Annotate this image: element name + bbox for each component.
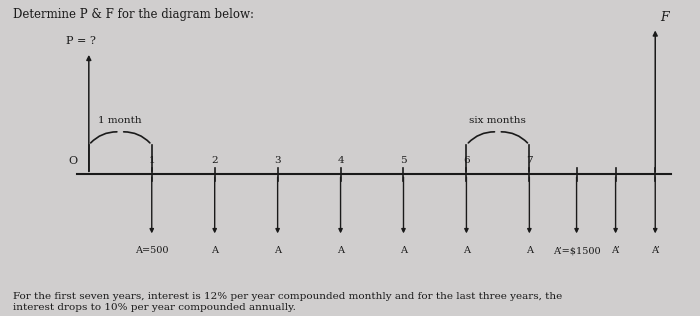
Text: A: A (463, 246, 470, 255)
Text: 3: 3 (274, 156, 281, 165)
Text: A’: A’ (611, 246, 620, 255)
Text: A’=$1500: A’=$1500 (553, 246, 601, 255)
Text: A: A (274, 246, 281, 255)
Text: 7: 7 (526, 156, 533, 165)
Text: 4: 4 (337, 156, 344, 165)
Text: 5: 5 (400, 156, 407, 165)
Text: Determine P & F for the diagram below:: Determine P & F for the diagram below: (13, 8, 254, 21)
Text: A: A (526, 246, 533, 255)
Text: A’: A’ (651, 246, 659, 255)
Text: 1: 1 (148, 156, 155, 165)
Text: 1 month: 1 month (99, 116, 142, 125)
Text: A: A (400, 246, 407, 255)
Text: six months: six months (470, 116, 526, 125)
Text: For the first seven years, interest is 12% per year compounded monthly and for t: For the first seven years, interest is 1… (13, 292, 563, 313)
Text: A: A (337, 246, 344, 255)
Text: P = ?: P = ? (66, 35, 96, 46)
Text: A=500: A=500 (135, 246, 169, 255)
Text: 2: 2 (211, 156, 218, 165)
Text: F: F (660, 11, 669, 24)
Text: 6: 6 (463, 156, 470, 165)
Text: O: O (69, 156, 78, 166)
Text: A: A (211, 246, 218, 255)
